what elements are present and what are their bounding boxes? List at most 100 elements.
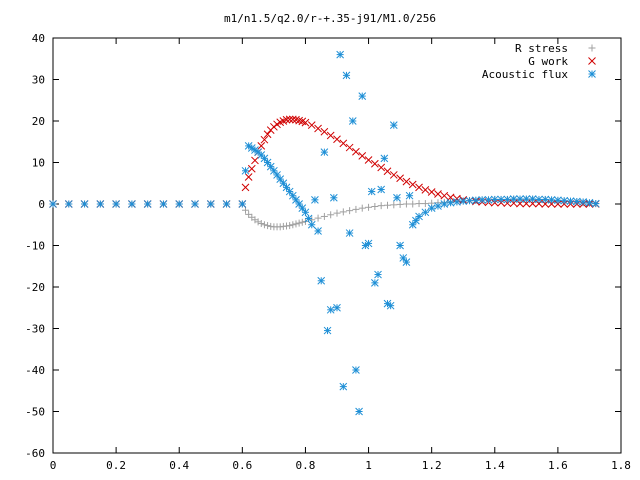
data-point-acoustic-flux (490, 195, 499, 204)
data-point-g-work (554, 200, 562, 208)
data-point-acoustic-flux (396, 241, 404, 250)
data-point-acoustic-flux (367, 187, 376, 196)
data-point-acoustic-flux (358, 92, 367, 100)
data-point-r-stress (352, 205, 360, 213)
x-tick-label: 0.6 (232, 459, 252, 472)
data-point-g-work (326, 131, 335, 140)
data-point-g-work (408, 180, 417, 189)
data-point-acoustic-flux (206, 200, 215, 208)
data-point-acoustic-flux (336, 50, 345, 59)
data-point-acoustic-flux (440, 200, 449, 208)
data-point-acoustic-flux (329, 193, 338, 202)
data-point-g-work (282, 115, 291, 124)
data-point-g-work (427, 188, 436, 196)
data-point-acoustic-flux (585, 198, 594, 207)
data-point-acoustic-flux (380, 154, 389, 163)
data-point-acoustic-flux (304, 214, 313, 223)
data-point-g-work (333, 135, 341, 144)
y-tick-label: -30 (25, 323, 45, 336)
data-point-acoustic-flux (348, 117, 357, 125)
x-tick-label: 0.4 (169, 459, 189, 472)
data-point-acoustic-flux (191, 200, 199, 208)
data-point-acoustic-flux (279, 179, 288, 188)
y-tick: -10 (25, 240, 621, 253)
data-point-acoustic-flux (412, 216, 420, 225)
y-tick: 40 (32, 32, 621, 45)
data-point-acoustic-flux (377, 185, 386, 194)
data-point-g-work (260, 135, 269, 144)
data-point-acoustic-flux (364, 239, 373, 248)
x-tick-label: 1 (365, 459, 372, 472)
chart-title: m1/n1.5/q2.0/r-+.35-j91/M1.0/256 (224, 12, 436, 25)
data-point-acoustic-flux (591, 199, 600, 208)
data-point-acoustic-flux (478, 195, 487, 204)
data-point-g-work (257, 142, 266, 150)
y-tick: -40 (25, 364, 621, 377)
data-point-acoustic-flux (112, 200, 120, 208)
data-point-acoustic-flux (241, 166, 250, 175)
data-point-r-stress (289, 221, 297, 229)
data-point-acoustic-flux (560, 196, 569, 205)
data-point-r-stress (390, 201, 398, 209)
data-point-acoustic-flux (260, 154, 269, 163)
legend-label: Acoustic flux (482, 68, 568, 81)
data-point-acoustic-flux (415, 212, 423, 221)
legend-label: R stress (515, 42, 568, 55)
data-point-r-stress (292, 220, 300, 228)
data-point-r-stress (327, 211, 335, 219)
data-point-r-stress (409, 200, 417, 208)
series-g-work (49, 115, 600, 208)
x-tick-label: 0.2 (106, 459, 126, 472)
data-point-acoustic-flux (405, 191, 414, 200)
y-tick-label: 20 (32, 115, 45, 128)
data-point-acoustic-flux (374, 270, 382, 279)
data-point-r-stress (358, 204, 366, 212)
data-point-acoustic-flux (143, 200, 152, 208)
data-point-acoustic-flux (270, 166, 278, 175)
data-point-acoustic-flux (175, 200, 184, 208)
data-point-acoustic-flux (238, 200, 247, 208)
data-point-g-work (364, 156, 373, 164)
data-point-r-stress (245, 210, 253, 218)
data-point-acoustic-flux (333, 303, 341, 312)
data-point-acoustic-flux (484, 195, 493, 204)
data-point-acoustic-flux (128, 200, 136, 208)
data-point-acoustic-flux (342, 71, 351, 80)
data-point-g-work (358, 152, 367, 160)
data-point-r-stress (264, 222, 272, 230)
data-point-g-work (251, 156, 259, 165)
y-tick-label: 0 (38, 198, 45, 211)
x-tick: 0.6 (232, 38, 252, 472)
data-point-g-work (434, 190, 442, 198)
data-point-acoustic-flux (282, 183, 291, 192)
data-point-g-work (241, 183, 250, 192)
data-point-r-stress (346, 207, 354, 215)
legend-entry-r-stress: R stress (515, 42, 596, 55)
y-tick-label: 10 (32, 157, 45, 170)
x-tick: 0.2 (106, 38, 126, 472)
data-point-g-work (389, 171, 398, 179)
data-point-g-work (352, 147, 360, 156)
data-point-acoustic-flux (579, 198, 587, 206)
data-point-r-stress (320, 212, 328, 220)
data-point-acoustic-flux (497, 195, 505, 204)
data-point-acoustic-flux (288, 191, 297, 200)
data-point-acoustic-flux (402, 258, 411, 266)
data-point-r-stress (371, 202, 379, 210)
data-point-g-work (320, 127, 329, 136)
data-point-acoustic-flux (314, 227, 322, 235)
y-tick: -20 (25, 281, 621, 294)
data-point-acoustic-flux (572, 197, 581, 206)
data-point-acoustic-flux (352, 366, 360, 374)
x-tick-label: 0.8 (296, 459, 316, 472)
data-point-acoustic-flux (49, 200, 57, 208)
y-tick-label: 30 (32, 74, 45, 87)
data-point-r-stress (241, 206, 249, 214)
data-point-r-stress (286, 222, 294, 230)
data-point-r-stress (396, 200, 404, 208)
y-tick: -30 (25, 323, 621, 336)
data-point-g-work (247, 164, 256, 173)
x-tick: 1.6 (548, 38, 568, 472)
